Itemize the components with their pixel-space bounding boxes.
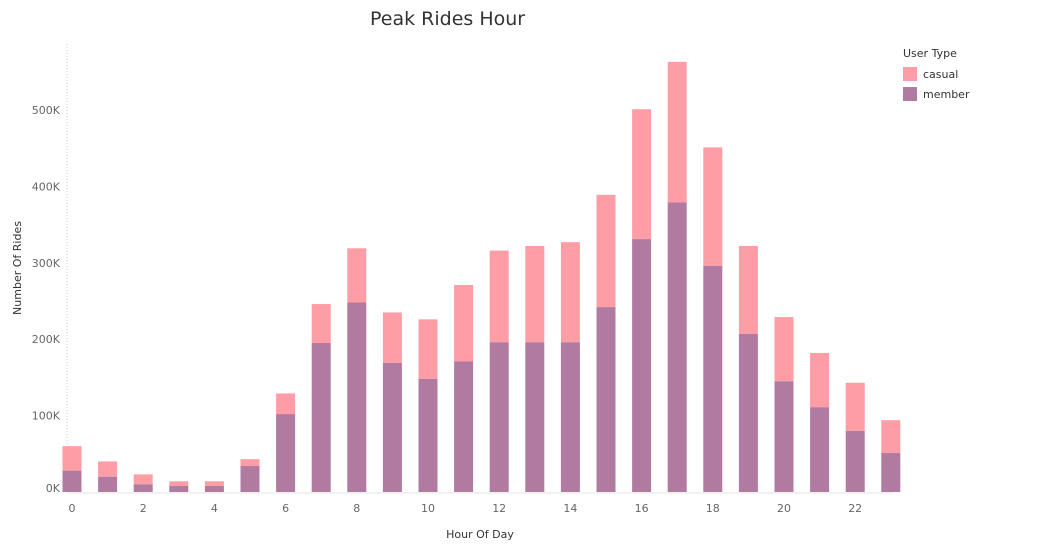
bar-member-hour-17[interactable] — [667, 202, 687, 492]
legend-title: User Type — [903, 47, 957, 60]
x-tick-label: 0 — [69, 502, 76, 515]
bar-member-hour-1[interactable] — [98, 476, 118, 492]
legend-swatch-member — [903, 87, 917, 101]
bar-casual-hour-21[interactable] — [810, 352, 830, 408]
bar-member-hour-7[interactable] — [311, 343, 331, 492]
legend-label-member: member — [923, 87, 970, 101]
bar-member-hour-9[interactable] — [382, 362, 402, 492]
bar-casual-hour-6[interactable] — [276, 393, 296, 415]
bar-casual-hour-5[interactable] — [240, 459, 260, 467]
bar-casual-hour-10[interactable] — [418, 319, 438, 379]
legend-item-member[interactable]: member — [903, 84, 969, 104]
bar-member-hour-21[interactable] — [810, 407, 830, 492]
bar-member-hour-12[interactable] — [489, 342, 509, 492]
bar-casual-hour-1[interactable] — [98, 461, 118, 477]
bar-member-hour-11[interactable] — [454, 361, 474, 492]
x-tick-label: 20 — [777, 502, 791, 515]
bar-casual-hour-18[interactable] — [703, 147, 723, 266]
bar-member-hour-16[interactable] — [632, 239, 652, 492]
y-tick-label: 300K — [32, 257, 61, 270]
bar-member-hour-22[interactable] — [845, 430, 865, 492]
x-axis-label: Hour Of Day — [446, 528, 514, 541]
bar-casual-hour-8[interactable] — [347, 248, 367, 303]
x-tick-label: 18 — [706, 502, 720, 515]
y-axis-label: Number Of Rides — [11, 221, 24, 315]
bar-member-hour-20[interactable] — [774, 381, 794, 492]
x-tick-label: 2 — [140, 502, 147, 515]
y-tick-label: 200K — [32, 333, 61, 346]
bar-casual-hour-23[interactable] — [881, 420, 901, 454]
bar-casual-hour-3[interactable] — [169, 481, 189, 486]
legend-label-casual: casual — [923, 67, 959, 81]
x-tick-label: 8 — [353, 502, 360, 515]
y-tick-label: 500K — [32, 104, 61, 117]
x-tick-label: 12 — [492, 502, 506, 515]
bar-casual-hour-0[interactable] — [62, 446, 82, 471]
bar-member-hour-14[interactable] — [560, 342, 580, 492]
x-tick-label: 4 — [211, 502, 218, 515]
bar-member-hour-10[interactable] — [418, 378, 438, 492]
bar-casual-hour-16[interactable] — [632, 109, 652, 240]
y-tick-label: 0K — [46, 482, 61, 495]
bar-casual-hour-15[interactable] — [596, 194, 616, 308]
x-tick-label: 6 — [282, 502, 289, 515]
x-tick-label: 22 — [848, 502, 862, 515]
legend-item-casual[interactable]: casual — [903, 64, 969, 84]
bar-member-hour-19[interactable] — [738, 333, 758, 492]
legend-swatch-casual — [903, 67, 917, 81]
bar-casual-hour-12[interactable] — [489, 250, 509, 343]
x-tick-label: 14 — [563, 502, 577, 515]
x-tick-label: 16 — [635, 502, 649, 515]
bar-member-hour-2[interactable] — [133, 484, 153, 492]
bar-member-hour-3[interactable] — [169, 485, 189, 492]
bar-member-hour-6[interactable] — [276, 414, 296, 492]
bar-casual-hour-20[interactable] — [774, 317, 794, 382]
bar-casual-hour-11[interactable] — [454, 284, 474, 362]
bar-casual-hour-2[interactable] — [133, 474, 153, 485]
bar-member-hour-15[interactable] — [596, 307, 616, 492]
legend: User Type casual member — [903, 47, 969, 104]
bar-casual-hour-4[interactable] — [204, 481, 224, 486]
y-tick-label: 400K — [32, 180, 61, 193]
bar-member-hour-0[interactable] — [62, 470, 82, 492]
chart-title: Peak Rides Hour — [370, 8, 526, 30]
bar-member-hour-23[interactable] — [881, 453, 901, 492]
bar-casual-hour-19[interactable] — [738, 245, 758, 334]
bar-casual-hour-22[interactable] — [845, 382, 865, 431]
bar-member-hour-13[interactable] — [525, 342, 545, 492]
bar-casual-hour-13[interactable] — [525, 245, 545, 343]
bar-member-hour-18[interactable] — [703, 265, 723, 492]
bar-casual-hour-9[interactable] — [382, 312, 402, 363]
bar-casual-hour-7[interactable] — [311, 304, 331, 344]
bar-casual-hour-17[interactable] — [667, 61, 687, 203]
bar-casual-hour-14[interactable] — [560, 242, 580, 343]
x-tick-label: 10 — [421, 502, 435, 515]
bar-member-hour-4[interactable] — [204, 485, 224, 492]
y-tick-label: 100K — [32, 410, 61, 423]
bar-member-hour-5[interactable] — [240, 466, 260, 492]
bar-member-hour-8[interactable] — [347, 302, 367, 492]
